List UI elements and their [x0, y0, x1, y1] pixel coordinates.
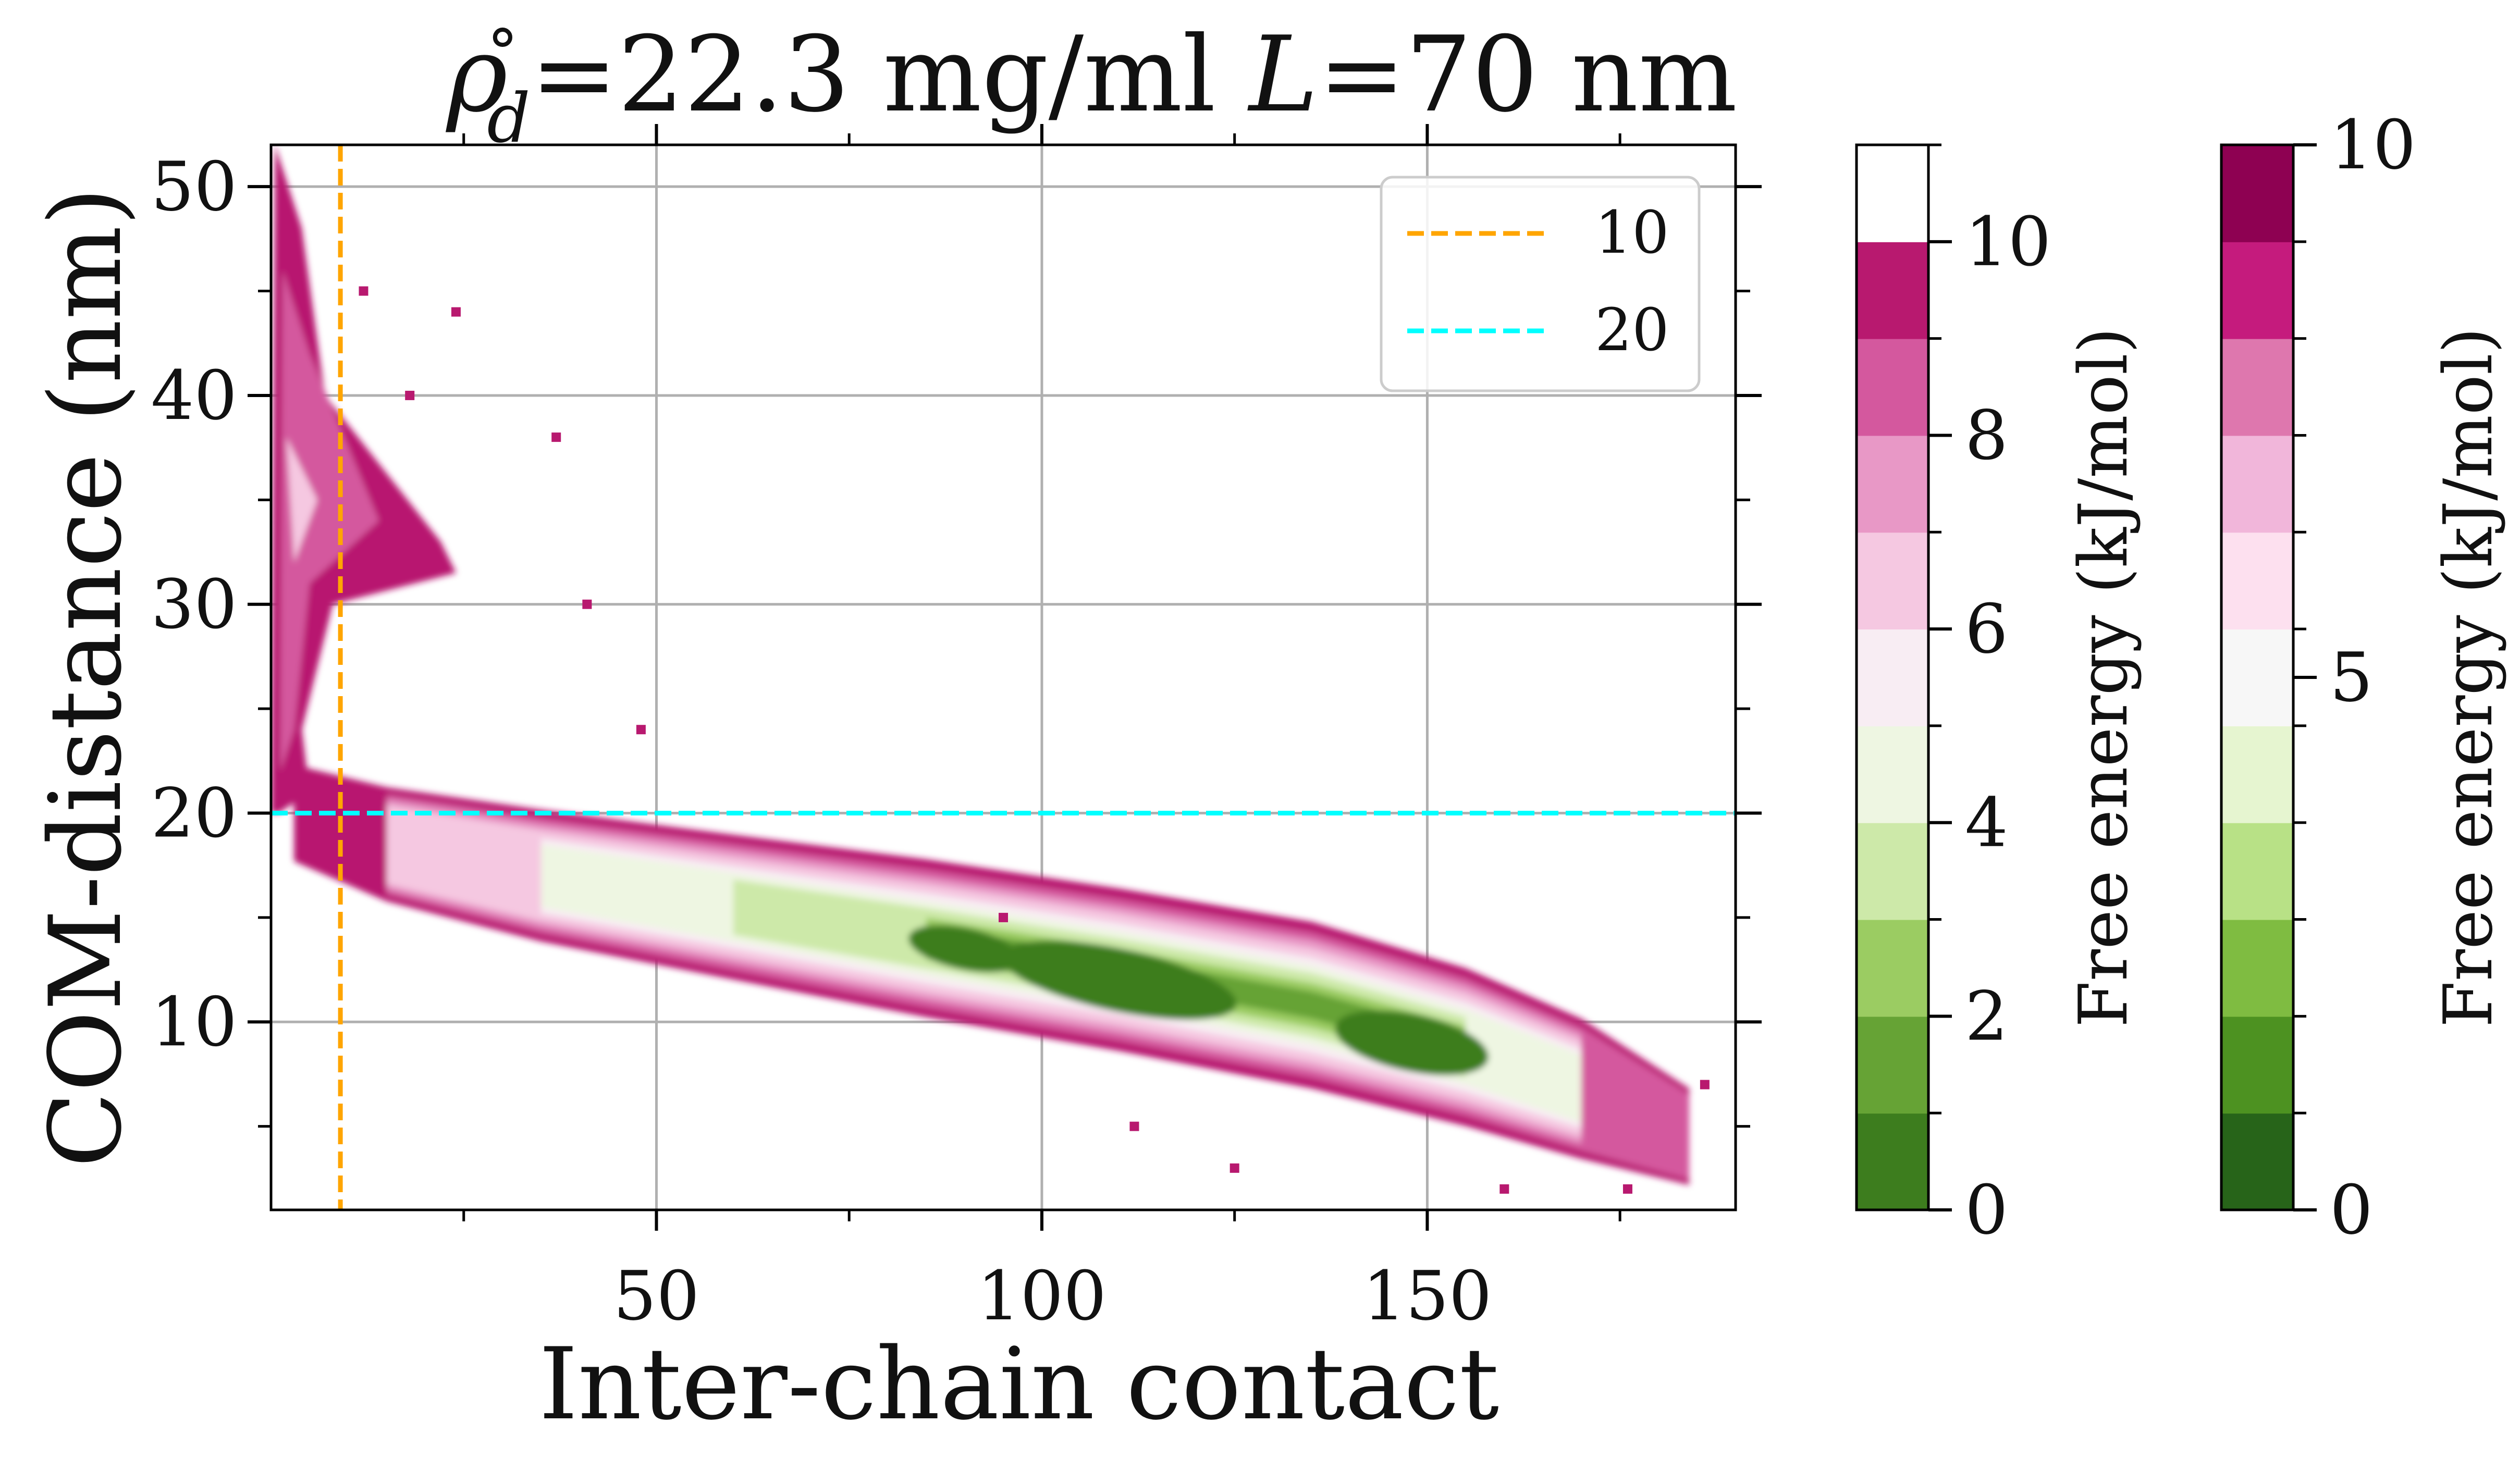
colorbar-segment	[2221, 725, 2293, 823]
speckle	[1700, 1080, 1710, 1090]
speckle	[1230, 1163, 1239, 1173]
y-tick-label: 20	[151, 774, 237, 853]
colorbar-tick-label: 0	[1965, 1170, 2008, 1249]
colorbar-tick-label: 10	[1965, 202, 2051, 281]
colorbar-segment	[2221, 435, 2293, 533]
vertical-band-outer	[271, 145, 456, 813]
vertical-band-core	[286, 437, 317, 563]
title-part: ρ	[446, 14, 508, 135]
axis-ticks: 50 100 150 10 20 30 40 50	[151, 124, 1762, 1335]
contour-core	[1001, 941, 1237, 1020]
colorbar-segment	[2221, 1113, 2293, 1210]
colorbar-segment	[1857, 338, 1928, 436]
title-part: °	[487, 17, 518, 89]
colorbar-tick-label: 4	[1965, 783, 2008, 862]
title-part: d	[487, 79, 530, 158]
x-axis-label: Inter-chain contact	[539, 1327, 1499, 1442]
colorbar-segment	[2221, 241, 2293, 339]
title-part: L	[1247, 14, 1318, 135]
colorbar-segment	[1857, 1016, 1928, 1114]
colorbar-1-label: Free energy (kJ/mol)	[2065, 327, 2143, 1028]
speckle	[359, 286, 368, 296]
colorbar-tick-label: 8	[1965, 395, 2008, 475]
colorbar-segment	[2221, 145, 2293, 242]
colorbar-segment	[1857, 629, 1928, 726]
colorbar-tick-label: 2	[1965, 976, 2008, 1056]
colorbar-segment	[2221, 1016, 2293, 1114]
colorbar-tick-label: 6	[1965, 589, 2008, 669]
colorbar-segment	[2221, 919, 2293, 1017]
reference-lines	[271, 145, 1736, 1210]
legend-box	[1380, 176, 1701, 392]
speckle	[405, 390, 415, 400]
colorbar-segment	[2221, 629, 2293, 726]
x-tick-label: 150	[1362, 1256, 1492, 1335]
speckle	[1499, 1184, 1509, 1194]
x-tick-label: 100	[977, 1256, 1107, 1335]
speckle	[999, 912, 1008, 922]
colorbar-1: 0 2 4 6 8 10	[1855, 143, 2051, 1249]
y-tick-label: 50	[151, 147, 237, 226]
contour-core	[1335, 1010, 1489, 1075]
colorbar-2-label: Free energy (kJ/mol)	[2430, 327, 2507, 1028]
colorbar-segment	[1857, 919, 1928, 1017]
speckle	[1129, 1121, 1139, 1131]
legend-label-vertical: 10	[1595, 199, 1669, 267]
title-part: =22.3 mg/ml	[531, 14, 1249, 135]
colorbar-segment	[1857, 241, 1928, 339]
colorbar-segment	[1857, 435, 1928, 533]
axes-frame	[269, 143, 1737, 1211]
legend: 10 20	[1380, 176, 1701, 392]
title-part: =70 nm	[1318, 14, 1737, 135]
y-tick-label: 40	[151, 356, 237, 435]
colorbar-frame	[1855, 143, 1930, 1211]
colorbar-2: 0 5 10	[2220, 105, 2416, 1249]
speckle	[1622, 1184, 1632, 1194]
colorbar-segment	[2221, 338, 2293, 436]
chart-title: ρ° d=22.3 mg/ml L=70 nm	[446, 14, 1737, 158]
y-tick-label: 30	[151, 565, 237, 644]
y-tick-label: 10	[151, 982, 237, 1061]
colorbar-segment	[2221, 822, 2293, 920]
contour-group	[271, 145, 1689, 1185]
colorbar-segment	[1857, 1113, 1928, 1210]
colorbar-segment	[1857, 145, 1928, 242]
colorbar-tick-label: 5	[2330, 638, 2373, 717]
colorbar-segment	[2221, 532, 2293, 630]
colorbar-segment	[1857, 532, 1928, 630]
vertical-band-inner	[280, 270, 379, 772]
colorbar-segment	[1857, 725, 1928, 823]
speckle	[636, 725, 646, 735]
colorbar-tick-label: 10	[2330, 105, 2416, 184]
speckle	[451, 307, 461, 317]
speckle	[551, 432, 561, 442]
x-tick-label: 50	[613, 1256, 699, 1335]
speckle	[582, 599, 592, 609]
legend-label-horizontal: 20	[1595, 296, 1669, 364]
y-axis-label: COM-distance (nm)	[28, 187, 143, 1168]
colorbar-tick-label: 0	[2330, 1170, 2373, 1249]
free-energy-contours	[271, 145, 1710, 1194]
contour-core	[908, 925, 1021, 973]
colorbar-segment	[1857, 822, 1928, 920]
